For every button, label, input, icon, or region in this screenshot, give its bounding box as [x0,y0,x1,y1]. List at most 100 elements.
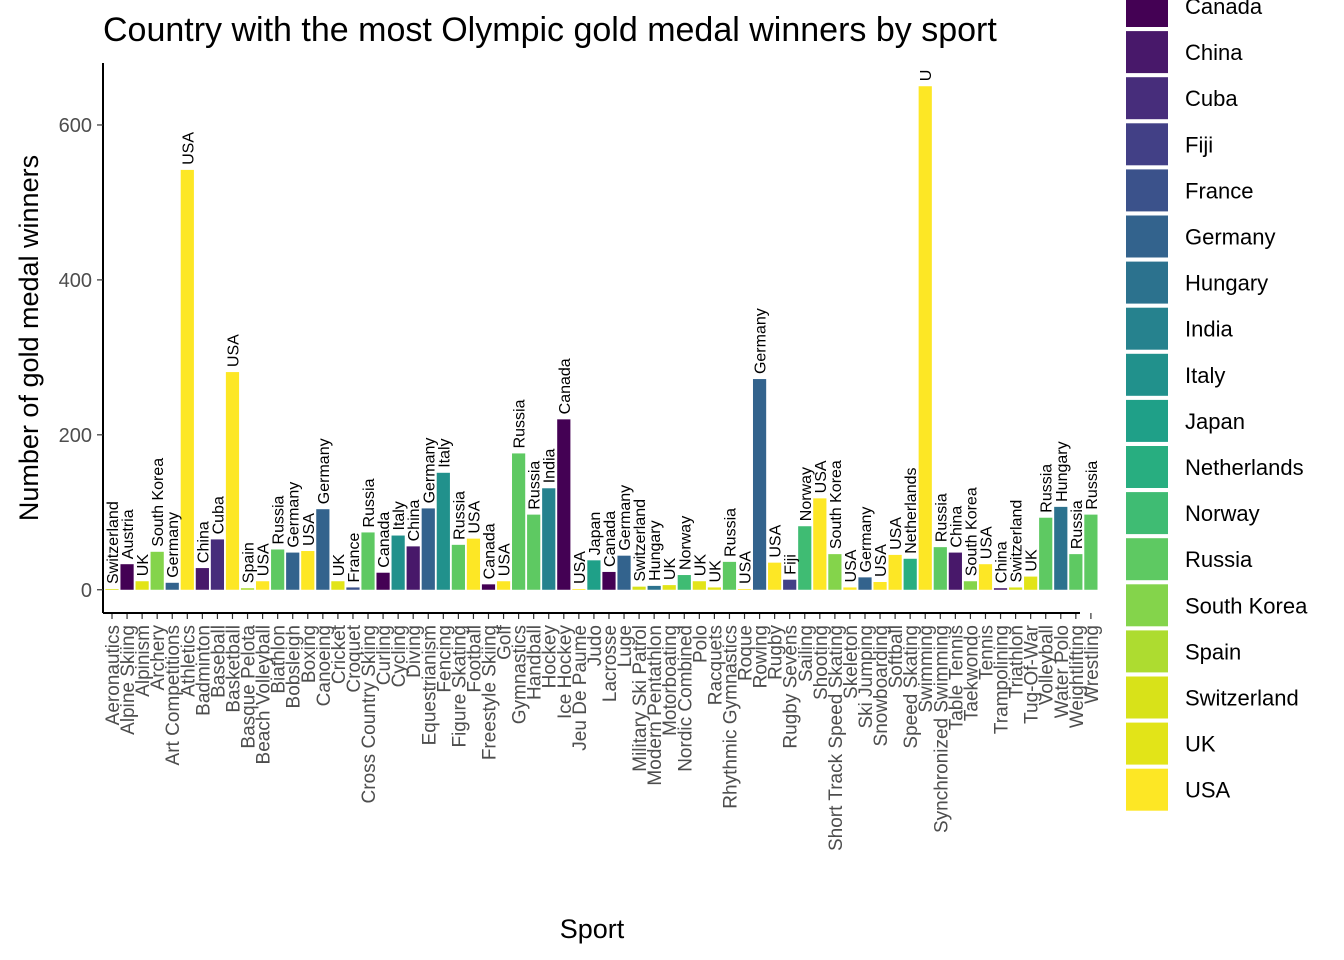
x-tick-label: Curling [374,625,395,685]
bar-label: Russia [527,461,544,510]
bar-water-polo [1054,506,1068,590]
bar-alpine-skiing [120,564,134,590]
bar-racquets [707,587,721,590]
x-tick-label: Water Polo [1052,625,1073,718]
bar-label: USA [572,551,589,584]
bar-label: Austria [120,509,137,559]
bar-label: France [346,533,363,583]
x-tick-label: Tennis [976,625,997,680]
bar-figure-skating [451,544,465,590]
bar-label: USA [978,526,995,559]
x-tick-label: Ski Jumping [856,625,877,729]
x-tick-label: Bobsleigh [284,625,305,708]
x-tick-label: Roque [736,625,757,681]
bar-rhythmic-gymnastics [722,561,737,590]
bar-rowing [752,379,767,590]
bar-badminton [195,568,209,590]
bar-curling [376,572,390,590]
bar-rugby [768,562,782,590]
bar-archery [150,551,164,590]
bar-label: Germany [753,308,770,374]
bar-label: China [994,541,1011,583]
bar-speed-skating [903,558,917,590]
bar-skeleton [843,587,857,590]
bar-label: UK [707,560,724,583]
bar-label: Russia [1084,461,1101,510]
bar-label: Canada [602,511,619,567]
y-axis-title: Number of gold medal winners [14,155,44,521]
bar-label: Russia [271,495,288,544]
x-tick-label: Skeleton [841,625,862,699]
x-tick-label: Rugby [766,625,787,680]
x-tick-label: Polo [690,625,711,663]
bar-label: Germany [421,438,438,504]
bar-short-track-speed-skating [828,554,842,590]
x-tick-label: Nordic Combined [675,625,696,772]
x-tick-label: Snowboarding [871,625,892,746]
bar-synchronized-swimming [933,547,947,590]
bar-label: Germany [286,482,303,548]
legend-key-china [1126,31,1168,74]
bar-label: USA [843,549,860,582]
bar-label: Netherlands [903,467,920,553]
legend-label: Netherlands [1185,455,1304,480]
bar-label: USA [888,517,905,550]
legend-label: Spain [1185,639,1241,664]
bar-label: China [948,506,965,548]
legend-key-spain [1126,630,1168,673]
bar-label: Russia [1039,464,1056,513]
bar-ice-hockey [557,419,571,590]
legend-label: Japan [1185,409,1245,434]
bar-bobsleigh [286,552,300,590]
x-tick-label: Racquets [705,625,726,705]
legend-key-netherlands [1126,446,1168,488]
x-tick-label: Boxing [299,625,320,683]
x-tick-label: Rowing [751,625,772,688]
bar-label: USA [813,460,830,493]
bar-modern-pentathlon [647,585,661,590]
x-tick-label: Volleyball [1037,625,1058,705]
bar-fencing [436,472,450,590]
x-tick-label: Cycling [389,625,410,687]
x-tick-label: Basque Pelota [239,625,260,749]
bar-aeronautics [105,588,119,590]
bar-snowboarding [873,582,887,590]
y-tick-label: 400 [59,270,92,292]
bar-alpinism [135,581,149,590]
x-tick-label: Tug-Of-War [1022,624,1043,724]
bar-cricket [331,581,345,590]
bar-table-tennis [948,552,962,590]
x-tick-label: Softball [886,625,907,688]
x-tick-label: Jeu De Paume [570,625,591,751]
bar-label: USA [466,500,483,533]
legend-label: India [1185,317,1233,342]
bar-label: Canada [557,358,574,414]
bar-label: Spain [241,542,258,583]
y-tick-label: 0 [81,580,92,602]
x-tick-label: Archery [148,625,169,691]
x-tick-label: Swimming [916,625,937,713]
x-tick-label: Table Tennis [946,625,967,730]
bar-equestrianism [421,508,435,590]
bar-motorboating [662,585,676,590]
bar-label: Canada [376,512,393,568]
chart-title: Country with the most Olympic gold medal… [103,11,997,49]
x-tick-label: Triathlon [1007,625,1028,698]
x-tick-label: Shooting [811,625,832,700]
x-tick-label: Croquet [344,624,365,692]
x-tick-label: Basketball [223,625,244,713]
x-tick-label: Baseball [208,625,229,698]
x-tick-label: Figure Skating [449,625,470,748]
bar-trampolining [993,588,1008,590]
x-tick-label: Speed Skating [901,625,922,749]
legend-label: Fiji [1185,132,1213,157]
bar-label: Russia [722,508,739,557]
legend-label: Switzerland [1185,686,1299,711]
legend-key-switzerland [1126,676,1168,719]
bar-baseball [210,539,225,590]
bar-label: UK [331,554,348,577]
bars-layer [105,86,1098,590]
